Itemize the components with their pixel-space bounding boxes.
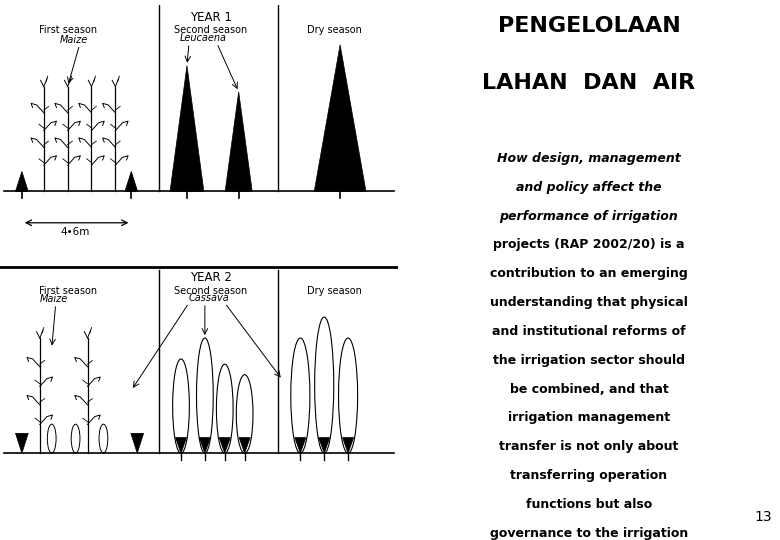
Text: Maize: Maize [59, 35, 88, 45]
Text: projects (RAP 2002/20) is a: projects (RAP 2002/20) is a [493, 239, 685, 252]
Text: 13: 13 [755, 510, 772, 524]
Ellipse shape [48, 424, 56, 453]
Text: transfer is not only about: transfer is not only about [499, 440, 679, 453]
Text: YEAR 1: YEAR 1 [190, 11, 232, 24]
Ellipse shape [339, 338, 357, 453]
Text: performance of irrigation: performance of irrigation [499, 210, 679, 222]
Polygon shape [176, 437, 186, 453]
Text: YEAR 2: YEAR 2 [190, 272, 232, 285]
Ellipse shape [99, 424, 108, 453]
Text: Dry season: Dry season [307, 286, 362, 295]
Text: PENGELOLAAN: PENGELOLAAN [498, 16, 680, 36]
Text: understanding that physical: understanding that physical [490, 296, 688, 309]
Text: First season: First season [38, 286, 97, 295]
Polygon shape [170, 66, 204, 191]
Text: functions but also: functions but also [526, 498, 652, 511]
Polygon shape [125, 171, 137, 191]
Polygon shape [342, 437, 353, 453]
Ellipse shape [71, 424, 80, 453]
Text: irrigation management: irrigation management [508, 411, 670, 424]
Text: Leucaena: Leucaena [179, 33, 226, 43]
Ellipse shape [314, 317, 334, 453]
Text: transferring operation: transferring operation [510, 469, 668, 482]
Ellipse shape [291, 338, 310, 453]
Text: Dry season: Dry season [307, 25, 362, 35]
Ellipse shape [197, 338, 213, 453]
Ellipse shape [216, 364, 233, 453]
Ellipse shape [236, 375, 253, 453]
Polygon shape [16, 433, 28, 453]
Polygon shape [314, 45, 366, 191]
Polygon shape [16, 171, 28, 191]
Polygon shape [225, 92, 252, 191]
Text: and institutional reforms of: and institutional reforms of [492, 325, 686, 338]
Text: Cassava: Cassava [189, 293, 229, 303]
Text: be combined, and that: be combined, and that [509, 382, 668, 395]
Polygon shape [200, 437, 211, 453]
Text: LAHAN  DAN  AIR: LAHAN DAN AIR [482, 73, 696, 93]
Text: contribution to an emerging: contribution to an emerging [490, 267, 688, 280]
Ellipse shape [172, 359, 190, 453]
Polygon shape [239, 437, 250, 453]
Text: Second season: Second season [174, 25, 247, 35]
Polygon shape [131, 433, 144, 453]
Text: Second season: Second season [174, 286, 247, 295]
Text: How design, management: How design, management [497, 152, 681, 165]
Text: First season: First season [38, 25, 97, 35]
Text: Maize: Maize [40, 294, 68, 304]
Text: the irrigation sector should: the irrigation sector should [493, 354, 685, 367]
Text: 4•6m: 4•6m [61, 227, 90, 237]
Polygon shape [295, 437, 306, 453]
Polygon shape [219, 437, 230, 453]
Text: and policy affect the: and policy affect the [516, 181, 661, 194]
Polygon shape [319, 437, 330, 453]
Text: governance to the irrigation: governance to the irrigation [490, 526, 688, 539]
